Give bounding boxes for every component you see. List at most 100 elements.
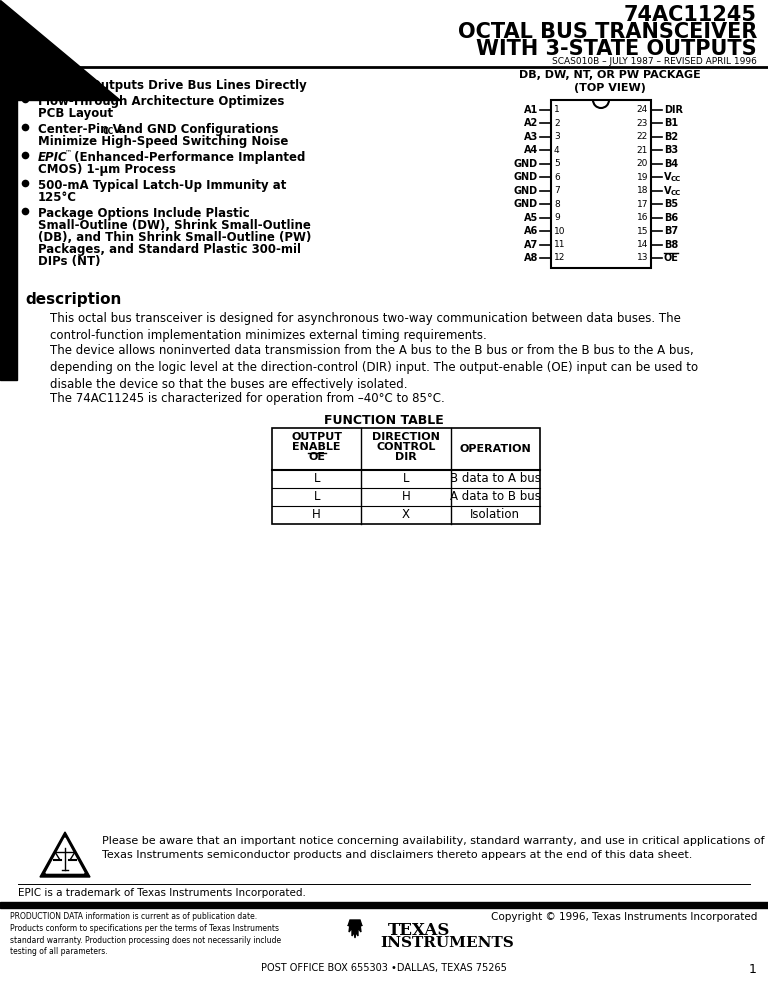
Text: DIRECTION: DIRECTION <box>372 432 440 442</box>
Text: The device allows noninverted data transmission from the A bus to the B bus or f: The device allows noninverted data trans… <box>50 344 698 391</box>
Text: OCTAL BUS TRANSCEIVER: OCTAL BUS TRANSCEIVER <box>458 22 757 42</box>
Text: 8: 8 <box>554 200 560 209</box>
Text: A7: A7 <box>524 240 538 249</box>
Text: DB, DW, NT, OR PW PACKAGE: DB, DW, NT, OR PW PACKAGE <box>519 70 701 80</box>
Text: V: V <box>664 186 671 196</box>
Text: EPIC is a trademark of Texas Instruments Incorporated.: EPIC is a trademark of Texas Instruments… <box>18 888 306 898</box>
Bar <box>551 100 651 268</box>
Text: B2: B2 <box>664 132 678 142</box>
Text: H: H <box>402 490 410 504</box>
Polygon shape <box>46 838 84 873</box>
Text: Small-Outline (DW), Shrink Small-Outline: Small-Outline (DW), Shrink Small-Outline <box>38 219 311 232</box>
Text: OUTPUT: OUTPUT <box>291 432 343 442</box>
Text: 6: 6 <box>554 173 560 182</box>
Text: 20: 20 <box>637 159 648 168</box>
Text: B5: B5 <box>664 199 678 209</box>
Text: A5: A5 <box>524 213 538 223</box>
Text: WITH 3-STATE OUTPUTS: WITH 3-STATE OUTPUTS <box>476 39 757 59</box>
Polygon shape <box>0 100 17 380</box>
Text: 4: 4 <box>554 146 560 155</box>
Text: OPERATION: OPERATION <box>459 444 531 454</box>
Text: GND: GND <box>514 199 538 209</box>
Text: Package Options Include Plastic: Package Options Include Plastic <box>38 207 250 220</box>
Text: CMOS) 1-μm Process: CMOS) 1-μm Process <box>38 163 176 176</box>
Text: A data to B bus: A data to B bus <box>450 490 541 504</box>
Text: L: L <box>402 472 409 485</box>
Text: Minimize High-Speed Switching Noise: Minimize High-Speed Switching Noise <box>38 135 288 148</box>
Text: ENABLE: ENABLE <box>293 442 341 452</box>
Text: 19: 19 <box>637 173 648 182</box>
Text: A8: A8 <box>524 253 538 263</box>
Text: L: L <box>313 472 320 485</box>
Polygon shape <box>348 920 362 938</box>
Text: Flow-Through Architecture Optimizes: Flow-Through Architecture Optimizes <box>38 95 284 108</box>
Text: 3: 3 <box>554 132 560 141</box>
Text: 5: 5 <box>554 159 560 168</box>
Text: B data to A bus: B data to A bus <box>450 472 541 485</box>
Text: 16: 16 <box>637 213 648 222</box>
Text: PRODUCTION DATA information is current as of publication date.
Products conform : PRODUCTION DATA information is current a… <box>10 912 281 956</box>
Text: Isolation: Isolation <box>470 509 521 522</box>
Text: 11: 11 <box>554 240 565 249</box>
Text: 23: 23 <box>637 119 648 128</box>
Text: CONTROL: CONTROL <box>376 442 435 452</box>
Polygon shape <box>0 0 120 100</box>
Text: 21: 21 <box>637 146 648 155</box>
Text: and GND Configurations: and GND Configurations <box>114 123 279 136</box>
Text: 500-mA Typical Latch-Up Immunity at: 500-mA Typical Latch-Up Immunity at <box>38 179 286 192</box>
Text: CC: CC <box>103 127 114 136</box>
Text: Packages, and Standard Plastic 300-mil: Packages, and Standard Plastic 300-mil <box>38 243 301 256</box>
Text: Copyright © 1996, Texas Instruments Incorporated: Copyright © 1996, Texas Instruments Inco… <box>491 912 757 922</box>
Text: X: X <box>402 509 410 522</box>
Text: H: H <box>313 509 321 522</box>
Text: The 74AC11245 is characterized for operation from –40°C to 85°C.: The 74AC11245 is characterized for opera… <box>50 392 445 405</box>
Text: A3: A3 <box>524 132 538 142</box>
Text: 1: 1 <box>554 105 560 114</box>
Text: 10: 10 <box>554 227 565 236</box>
Text: B7: B7 <box>664 226 678 237</box>
Text: Please be aware that an important notice concerning availability, standard warra: Please be aware that an important notice… <box>102 836 764 860</box>
Text: GND: GND <box>514 186 538 196</box>
Text: 9: 9 <box>554 213 560 222</box>
Text: B1: B1 <box>664 118 678 128</box>
Text: EPIC: EPIC <box>38 151 68 164</box>
Text: OE: OE <box>664 253 679 263</box>
Text: CC: CC <box>671 190 681 196</box>
Text: A6: A6 <box>524 226 538 237</box>
Text: 74AC11245: 74AC11245 <box>624 5 757 25</box>
Text: 3-State Outputs Drive Bus Lines Directly: 3-State Outputs Drive Bus Lines Directly <box>38 79 306 92</box>
Text: 14: 14 <box>637 240 648 249</box>
Text: description: description <box>25 292 121 307</box>
Text: 7: 7 <box>554 186 560 195</box>
Text: V: V <box>664 172 671 182</box>
Text: 12: 12 <box>554 253 565 262</box>
Text: 22: 22 <box>637 132 648 141</box>
Text: B6: B6 <box>664 213 678 223</box>
Text: 2: 2 <box>554 119 560 128</box>
Text: 1: 1 <box>749 963 757 976</box>
Text: 15: 15 <box>637 227 648 236</box>
Text: SCAS010B – JULY 1987 – REVISED APRIL 1996: SCAS010B – JULY 1987 – REVISED APRIL 199… <box>552 57 757 66</box>
Text: POST OFFICE BOX 655303 •DALLAS, TEXAS 75265: POST OFFICE BOX 655303 •DALLAS, TEXAS 75… <box>261 963 507 973</box>
Text: ™: ™ <box>65 149 72 155</box>
Text: (DB), and Thin Shrink Small-Outline (PW): (DB), and Thin Shrink Small-Outline (PW) <box>38 231 311 244</box>
Text: DIPs (NT): DIPs (NT) <box>38 255 101 268</box>
Text: B4: B4 <box>664 159 678 169</box>
Text: A1: A1 <box>524 105 538 115</box>
Text: (TOP VIEW): (TOP VIEW) <box>574 83 646 93</box>
Text: L: L <box>313 490 320 504</box>
Text: 17: 17 <box>637 200 648 209</box>
Text: OE: OE <box>308 452 325 462</box>
Text: INSTRUMENTS: INSTRUMENTS <box>380 936 514 950</box>
Text: GND: GND <box>514 159 538 169</box>
Text: GND: GND <box>514 172 538 182</box>
Text: A4: A4 <box>524 145 538 155</box>
Text: PCB Layout: PCB Layout <box>38 107 113 120</box>
Text: DIR: DIR <box>664 105 683 115</box>
Text: This octal bus transceiver is designed for asynchronous two-way communication be: This octal bus transceiver is designed f… <box>50 312 681 342</box>
Text: FUNCTION TABLE: FUNCTION TABLE <box>324 414 444 427</box>
Text: B8: B8 <box>664 240 678 249</box>
Text: 125°C: 125°C <box>38 191 77 204</box>
Text: (Enhanced-Performance Implanted: (Enhanced-Performance Implanted <box>70 151 306 164</box>
Polygon shape <box>0 902 768 908</box>
